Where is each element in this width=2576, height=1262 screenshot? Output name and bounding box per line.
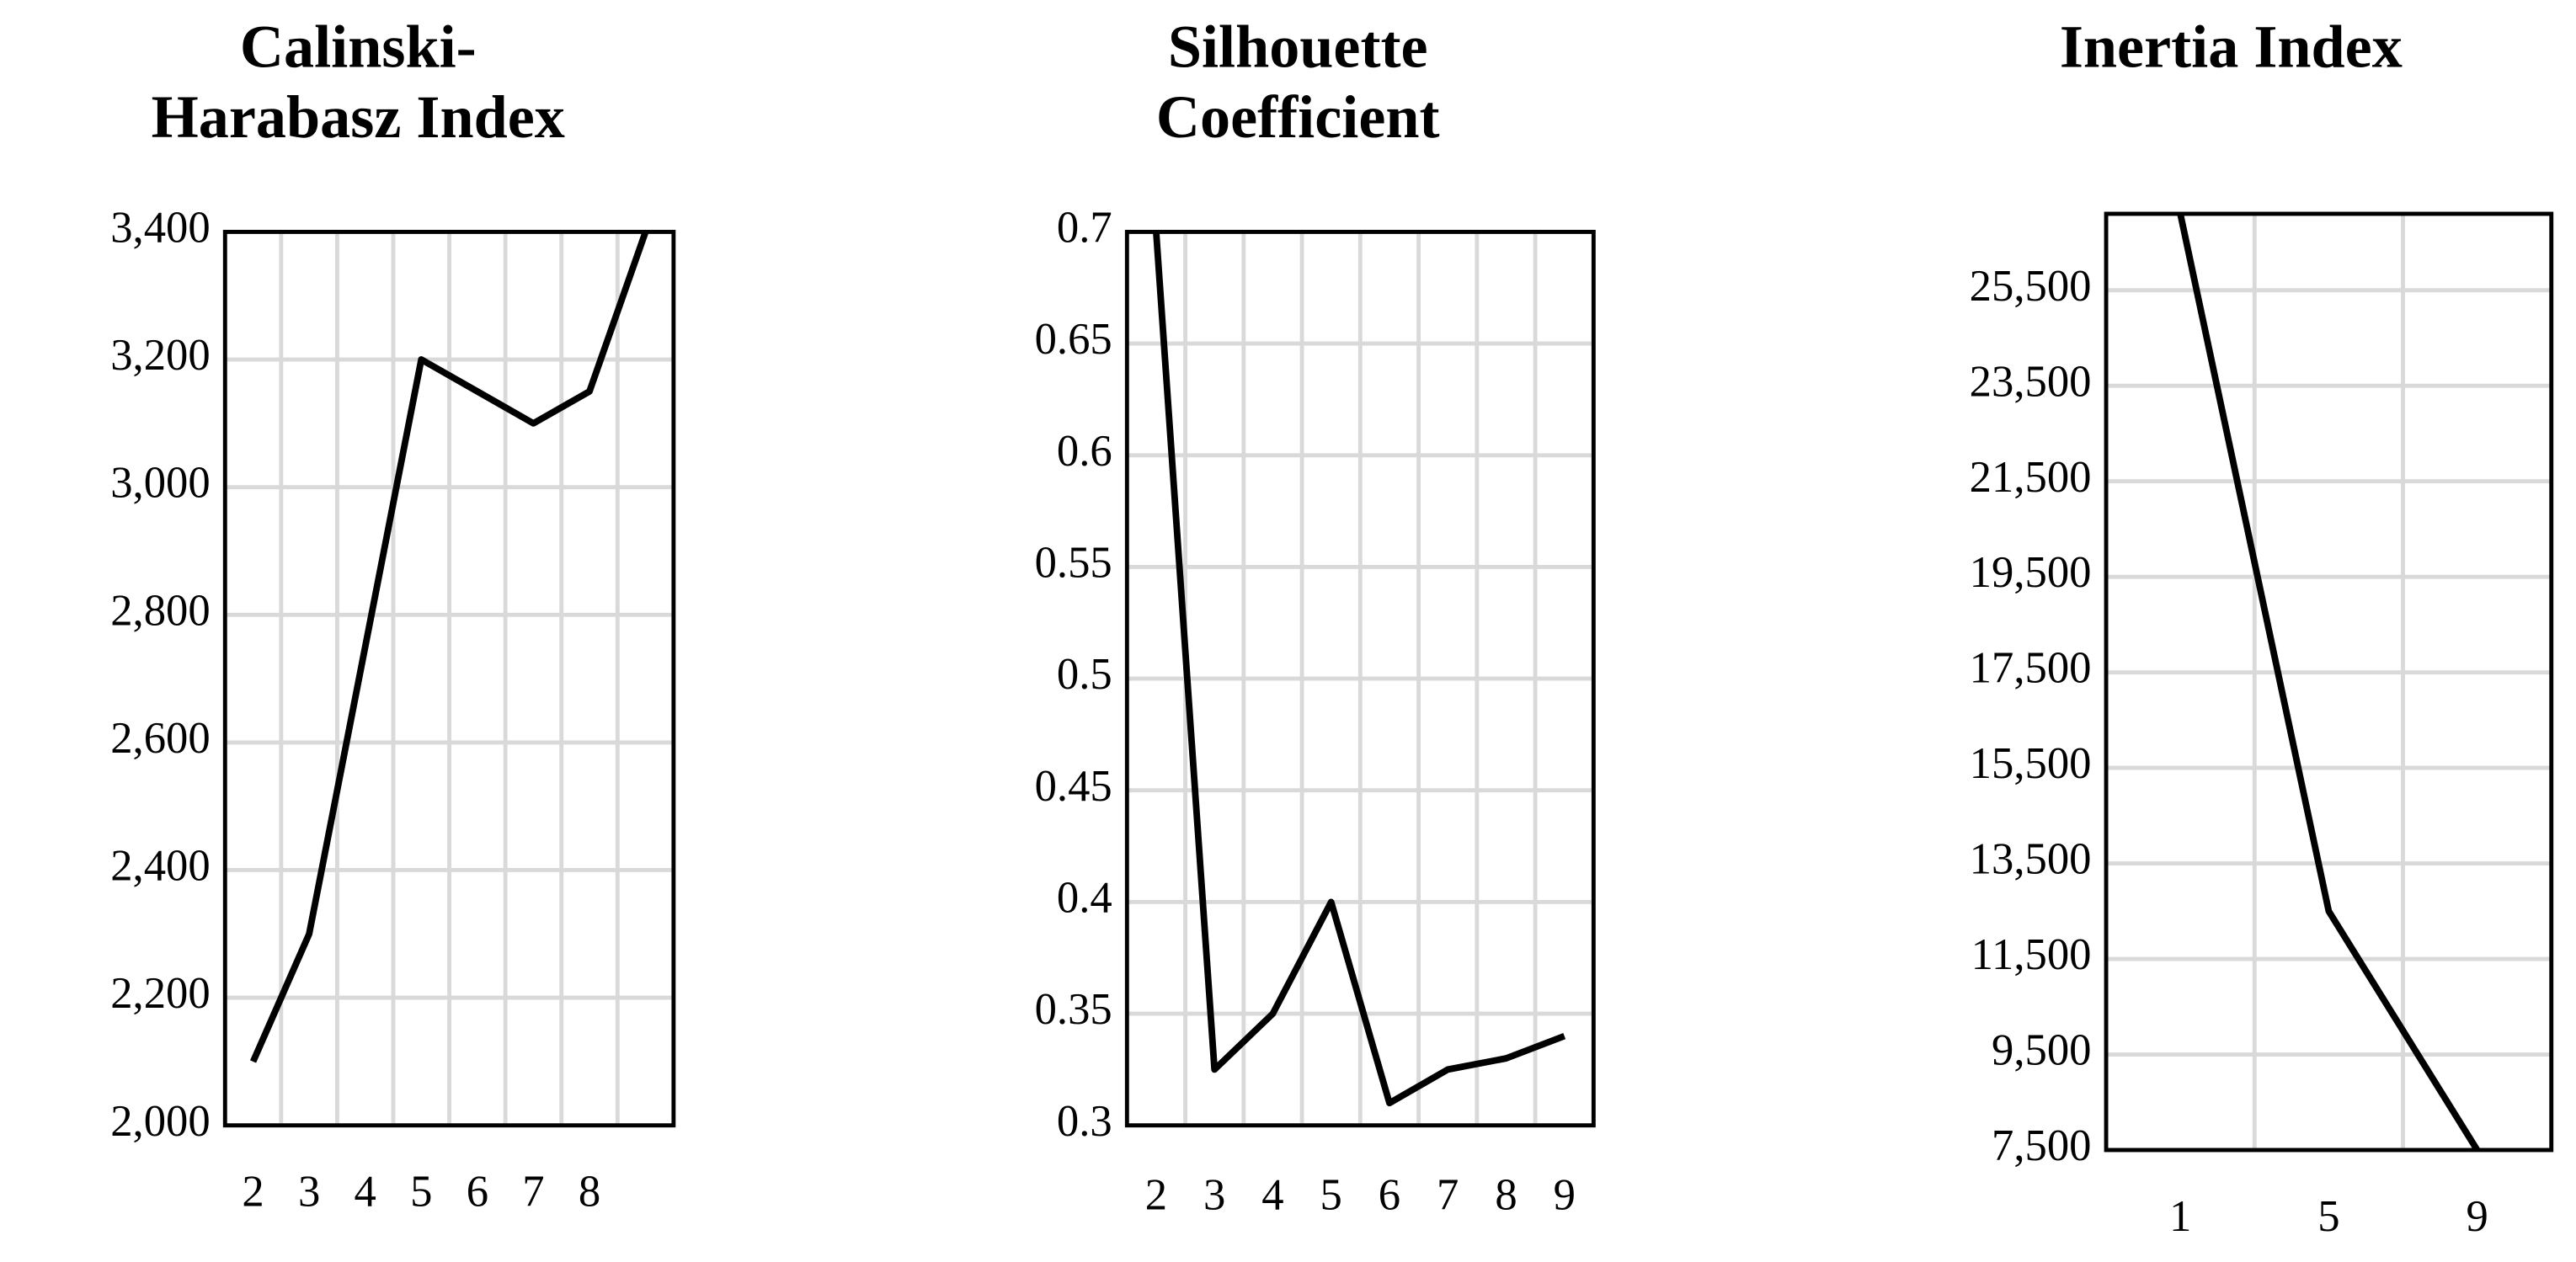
y-tick-label: 0.65 <box>1035 315 1112 364</box>
y-tick-label: 2,200 <box>110 969 210 1018</box>
y-tick-label: 0.45 <box>1035 762 1112 811</box>
x-tick-label: 9 <box>2466 1192 2488 1241</box>
y-tick-label: 0.7 <box>1057 204 1112 253</box>
x-tick-label: 3 <box>1203 1171 1225 1220</box>
plot-border <box>2104 211 2554 1153</box>
x-tick-label: 8 <box>579 1168 600 1217</box>
chart-title: Coefficient <box>1156 83 1440 151</box>
x-tick-label: 5 <box>1320 1171 1342 1220</box>
plot-border <box>1124 229 1596 1128</box>
y-tick-label: 0.35 <box>1035 985 1112 1034</box>
x-tick-label: 9 <box>1554 1171 1576 1220</box>
y-tick-label: 0.5 <box>1057 650 1112 699</box>
x-tick-label: 6 <box>467 1168 488 1217</box>
y-tick-label: 17,500 <box>1970 644 2092 693</box>
x-tick-label: 2 <box>242 1168 264 1217</box>
data-line <box>2177 213 2480 1153</box>
data-line <box>249 231 649 1063</box>
y-tick-label: 0.3 <box>1057 1097 1112 1146</box>
x-tick-label: 3 <box>298 1168 320 1217</box>
x-tick-label: 6 <box>1379 1171 1400 1220</box>
x-tick-label: 4 <box>1261 1171 1283 1220</box>
y-tick-label: 0.55 <box>1035 539 1112 588</box>
y-tick-label: 0.4 <box>1057 873 1112 922</box>
chart-title: Silhouette <box>1168 13 1428 80</box>
y-tick-label: 19,500 <box>1970 548 2092 597</box>
x-tick-label: 8 <box>1495 1171 1517 1220</box>
x-tick-label: 4 <box>355 1168 376 1217</box>
y-tick-label: 3,400 <box>110 204 210 253</box>
chart-title: Calinski- <box>240 13 477 80</box>
y-tick-label: 21,500 <box>1970 453 2092 502</box>
y-tick-label: 2,800 <box>110 586 210 635</box>
y-tick-label: 0.6 <box>1057 427 1112 476</box>
data-line <box>1153 232 1566 1107</box>
x-tick-label: 7 <box>522 1168 544 1217</box>
y-tick-label: 15,500 <box>1970 739 2092 788</box>
y-tick-label: 23,500 <box>1970 357 2092 406</box>
y-tick-label: 3,000 <box>110 459 210 508</box>
y-tick-label: 2,400 <box>110 842 210 891</box>
x-tick-label: 7 <box>1437 1171 1459 1220</box>
chart-title: Harabasz Index <box>152 83 565 151</box>
chart-title: Inertia Index <box>2060 13 2403 80</box>
x-tick-label: 5 <box>410 1168 432 1217</box>
plot-border <box>222 229 676 1128</box>
x-tick-label: 2 <box>1145 1171 1167 1220</box>
y-tick-label: 13,500 <box>1970 835 2092 884</box>
y-tick-label: 3,200 <box>110 331 210 380</box>
y-tick-label: 7,500 <box>1992 1121 2091 1170</box>
y-tick-label: 2,000 <box>110 1097 210 1146</box>
x-tick-label: 5 <box>2317 1192 2339 1241</box>
y-tick-label: 2,600 <box>110 714 210 763</box>
y-tick-label: 11,500 <box>1971 930 2092 979</box>
y-tick-label: 25,500 <box>1970 262 2092 311</box>
y-tick-label: 9,500 <box>1992 1026 2091 1075</box>
x-tick-label: 1 <box>2169 1192 2191 1241</box>
